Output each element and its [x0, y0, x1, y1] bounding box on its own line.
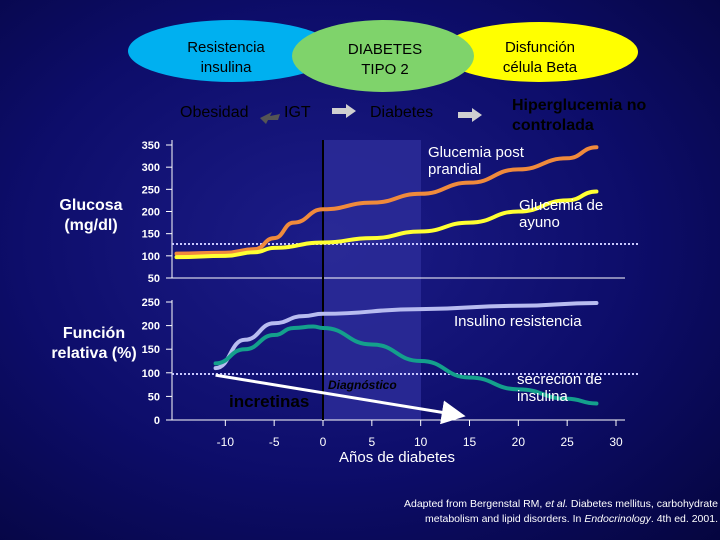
- insulin-secretion-line: [213, 324, 599, 406]
- x-tick-label: 5: [368, 435, 375, 449]
- x-tick-label: 20: [512, 435, 526, 449]
- diagnosis-label: Diagnóstico: [328, 378, 397, 392]
- credit-text: Adapted from Bergenstal RM, et al. Diabe…: [404, 498, 718, 525]
- x-tick-label: 15: [463, 435, 477, 449]
- x-axis-label: Años de diabetes: [339, 449, 455, 466]
- y-tick-label: 50: [148, 273, 160, 285]
- y-tick-label: 200: [142, 207, 160, 219]
- x-tick-label: -5: [269, 435, 280, 449]
- y-tick-label: 150: [142, 344, 160, 356]
- y-tick-label: 100: [142, 251, 160, 263]
- ellipse-diabetes: [292, 20, 474, 92]
- postprandial-label: Glucemia post prandial: [428, 144, 525, 178]
- incretins-label: incretinas: [229, 392, 309, 411]
- fasting-label: Glucemia de ayuno: [519, 197, 603, 231]
- function-ylabel: Función relativa (%): [51, 325, 137, 362]
- y-tick-label: 100: [142, 368, 160, 380]
- x-tick-label: 25: [560, 435, 574, 449]
- insulin-resistance-label: Insulino resistencia: [454, 313, 582, 330]
- y-tick-label: 250: [142, 184, 160, 196]
- insulin-resistance-line: [213, 300, 599, 371]
- y-tick-label: 0: [154, 415, 160, 427]
- glucose-ylabel: Glucosa (mg/dl): [59, 197, 123, 234]
- label-resistencia: Resistencia insulina: [187, 39, 265, 76]
- stage-obesidad: Obesidad: [180, 104, 249, 121]
- label-disfuncion: Disfunción célula Beta: [502, 39, 578, 76]
- y-tick-label: 250: [142, 297, 160, 309]
- x-tick-label: 30: [609, 435, 623, 449]
- y-tick-label: 50: [148, 391, 160, 403]
- stage-arrow-icon: [458, 108, 482, 122]
- x-tick-label: -10: [217, 435, 235, 449]
- fasting-glucose-line: [174, 189, 599, 260]
- x-tick-label: 0: [320, 435, 327, 449]
- label-diabetes-tipo2: DIABETES TIPO 2: [347, 41, 423, 78]
- postprandial-glucose-line: [174, 145, 599, 256]
- stage-arrow-icon: [260, 112, 280, 124]
- stage-hiperglucemia: Hiperglucemia no controlada: [512, 97, 647, 134]
- y-tick-label: 350: [142, 140, 160, 152]
- y-tick-label: 150: [142, 229, 160, 241]
- stage-diabetes: Diabetes: [370, 104, 434, 121]
- y-tick-label: 200: [142, 321, 160, 333]
- insulin-secretion-label: secreción de insulina: [517, 371, 602, 405]
- x-tick-label: 10: [414, 435, 428, 449]
- stage-arrow-icon: [332, 104, 356, 118]
- incretins-line: [215, 373, 466, 425]
- stage-igt: IGT: [284, 104, 311, 121]
- y-tick-label: 300: [142, 162, 160, 174]
